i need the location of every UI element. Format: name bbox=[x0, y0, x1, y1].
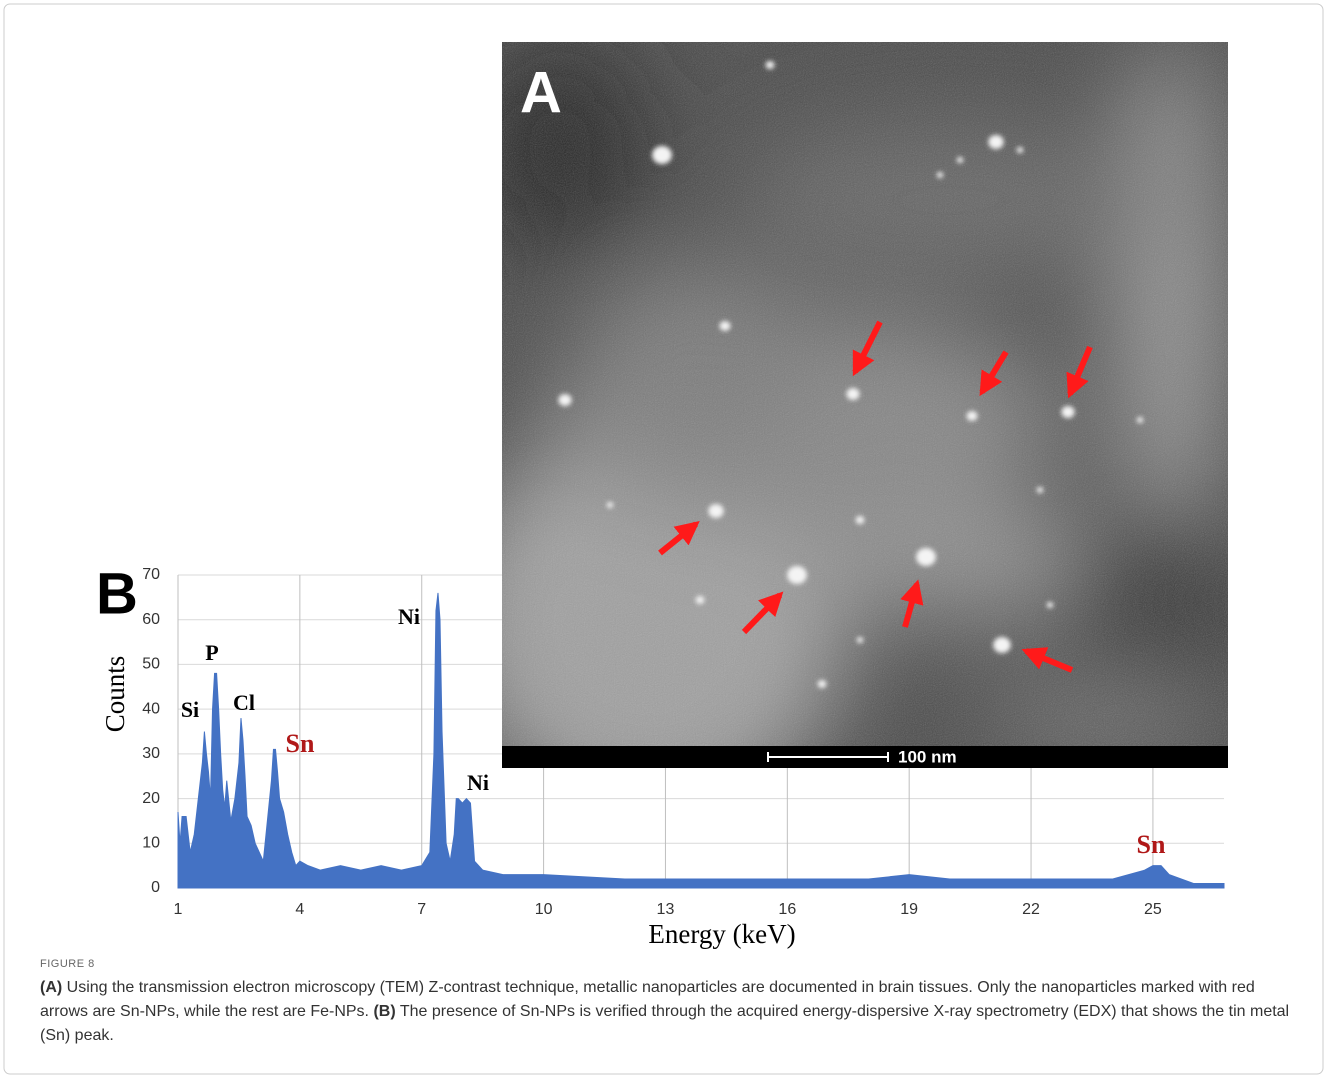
particle bbox=[855, 516, 865, 524]
peak-label: Si bbox=[181, 697, 199, 722]
particle bbox=[719, 321, 731, 331]
particle bbox=[846, 388, 860, 400]
particle bbox=[956, 157, 964, 163]
particle bbox=[1061, 406, 1075, 418]
spectrum-area bbox=[177, 592, 1225, 889]
particle bbox=[916, 548, 936, 566]
caption-text: (A) Using the transmission electron micr… bbox=[40, 976, 1290, 1048]
peak-label: Ni bbox=[398, 604, 420, 629]
scale-bar-label: 100 nm bbox=[898, 747, 957, 766]
y-tick-label: 20 bbox=[142, 790, 160, 807]
y-tick-label: 50 bbox=[142, 656, 160, 673]
arrow bbox=[852, 320, 883, 377]
caption-label: (A) bbox=[40, 979, 63, 996]
x-tick-label: 7 bbox=[417, 901, 426, 918]
x-tick-label: 13 bbox=[657, 901, 675, 918]
y-tick-label: 30 bbox=[142, 745, 160, 762]
particle bbox=[787, 566, 807, 584]
particle bbox=[695, 596, 705, 604]
panel-label: B bbox=[96, 561, 138, 626]
peak-label: P bbox=[205, 640, 218, 665]
particle bbox=[966, 411, 978, 421]
y-tick-label: 40 bbox=[142, 700, 160, 717]
particle bbox=[765, 61, 775, 69]
particle bbox=[856, 637, 864, 643]
panel-label: A bbox=[520, 60, 562, 125]
x-axis-title: Energy (keV) bbox=[648, 919, 795, 949]
y-tick-label: 0 bbox=[151, 879, 160, 896]
arrow bbox=[979, 350, 1009, 397]
particle bbox=[606, 502, 614, 508]
particle bbox=[1016, 147, 1024, 153]
particle bbox=[1036, 487, 1044, 493]
peak-label: Ni bbox=[467, 770, 489, 795]
x-tick-label: 10 bbox=[535, 901, 553, 918]
x-tick-label: 16 bbox=[778, 901, 796, 918]
arrow bbox=[1021, 647, 1074, 673]
particle bbox=[817, 680, 827, 688]
particle bbox=[1136, 417, 1144, 423]
peak-label: Sn bbox=[286, 729, 315, 758]
particle bbox=[708, 504, 724, 518]
arrow bbox=[1066, 345, 1093, 399]
frame bbox=[3, 3, 1324, 1075]
x-tick-label: 4 bbox=[295, 901, 304, 918]
arrow bbox=[658, 520, 700, 556]
particle bbox=[988, 135, 1004, 149]
figure-label: FIGURE 8 bbox=[40, 958, 95, 970]
peak-label: Sn bbox=[1137, 830, 1166, 859]
particle bbox=[652, 146, 672, 164]
x-tick-label: 19 bbox=[900, 901, 918, 918]
spectrum-chart: 0 10 20 30 40 50 60 70 1 4 7 10 13 16 19 22 25 Energy (k… bbox=[96, 561, 1225, 949]
x-tick-label: 25 bbox=[1144, 901, 1162, 918]
tem-image: 100 nm A bbox=[502, 42, 1228, 768]
arrows bbox=[658, 320, 1093, 673]
y-tick-label: 70 bbox=[142, 566, 160, 583]
particle bbox=[1046, 602, 1054, 608]
particle bbox=[558, 394, 572, 406]
caption-part: The presence of Sn-NPs is verified throu… bbox=[40, 1003, 1290, 1044]
arrow bbox=[900, 579, 924, 628]
caption-part: Using the transmission electron microsco… bbox=[40, 979, 1255, 1020]
x-tick-label: 22 bbox=[1022, 901, 1040, 918]
particles bbox=[558, 61, 1144, 688]
particle bbox=[993, 637, 1011, 653]
y-tick-label: 60 bbox=[142, 611, 160, 628]
caption: FIGURE 8 (A) Using the transmission elec… bbox=[40, 958, 1290, 1048]
y-tick-label: 10 bbox=[142, 835, 160, 852]
arrow bbox=[741, 591, 784, 635]
particle bbox=[936, 172, 944, 178]
image-noise bbox=[502, 42, 1228, 768]
x-tick-label: 1 bbox=[174, 901, 183, 918]
peak-label: Cl bbox=[233, 690, 255, 715]
caption-label: (B) bbox=[373, 1003, 396, 1020]
y-axis-title: Counts bbox=[100, 656, 130, 733]
